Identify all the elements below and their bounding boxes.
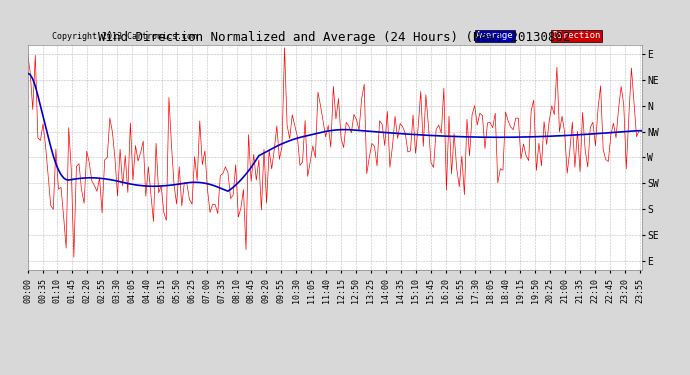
Text: Average: Average [476, 32, 513, 40]
Text: Direction: Direction [553, 32, 601, 40]
Title: Wind Direction Normalized and Average (24 Hours) (New) 20130802: Wind Direction Normalized and Average (2… [99, 31, 571, 44]
Text: Copyright 2013 Cartronics.com: Copyright 2013 Cartronics.com [52, 32, 197, 41]
